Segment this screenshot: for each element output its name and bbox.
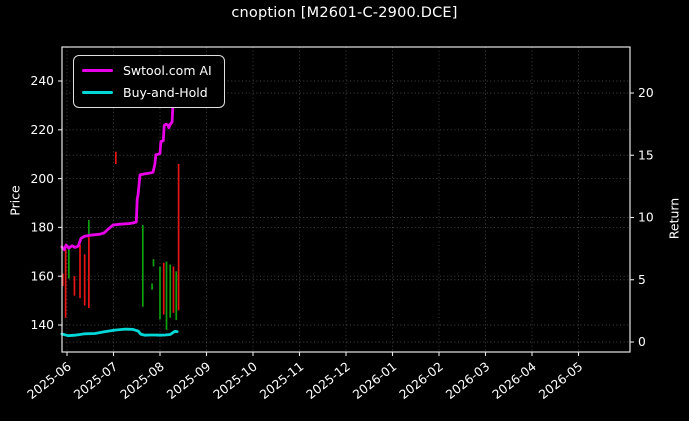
x-tick-label: 2025-10 [211,359,260,402]
x-tick-label: 2025-07 [71,359,120,402]
axis-ticks [58,80,634,356]
x-tick-label: 2025-11 [257,359,306,402]
x-tick-label: 2025-09 [164,359,213,402]
y-axis-label-return: Return [666,197,682,240]
price-tick-label: 220 [31,123,54,137]
legend-label-swtool: Swtool.com AI [123,63,212,78]
return-tick-label: 10 [638,211,654,225]
x-tick-label: 2025-12 [304,359,353,402]
price-tick-label: 140 [31,318,54,332]
x-tick-label: 2026-05 [536,359,585,402]
legend-swatch-swtool [82,68,113,73]
legend-item-swtool: Swtool.com AI [82,63,212,78]
price-tick-label: 160 [31,269,54,283]
legend-label-buyhold: Buy-and-Hold [123,85,208,100]
x-tick-label: 2026-04 [490,359,539,402]
price-tick-label: 240 [31,74,54,88]
series-swtool-ai [60,66,176,252]
y-axis-label-price: Price [7,185,23,216]
price-tick-label: 180 [31,221,54,235]
x-tick-label: 2025-08 [118,359,167,402]
x-tick-label: 2025-06 [25,359,74,402]
return-tick-label: 20 [638,86,654,100]
price-tick-label: 200 [31,172,54,186]
x-tick-label: 2026-01 [350,359,399,402]
series-buy-and-hold [60,327,179,338]
chart-title: cnoption [M2601-C-2900.DCE] [231,5,458,21]
return-tick-label: 0 [638,335,646,349]
return-tick-label: 15 [638,148,654,162]
x-tick-label: 2026-02 [397,359,446,402]
price-bars [61,151,180,330]
return-tick-label: 5 [638,273,646,287]
legend-item-buyhold: Buy-and-Hold [82,85,212,100]
legend-swatch-buyhold [82,90,113,95]
legend: Swtool.com AI Buy-and-Hold [73,55,225,108]
x-tick-label: 2026-03 [443,359,492,402]
